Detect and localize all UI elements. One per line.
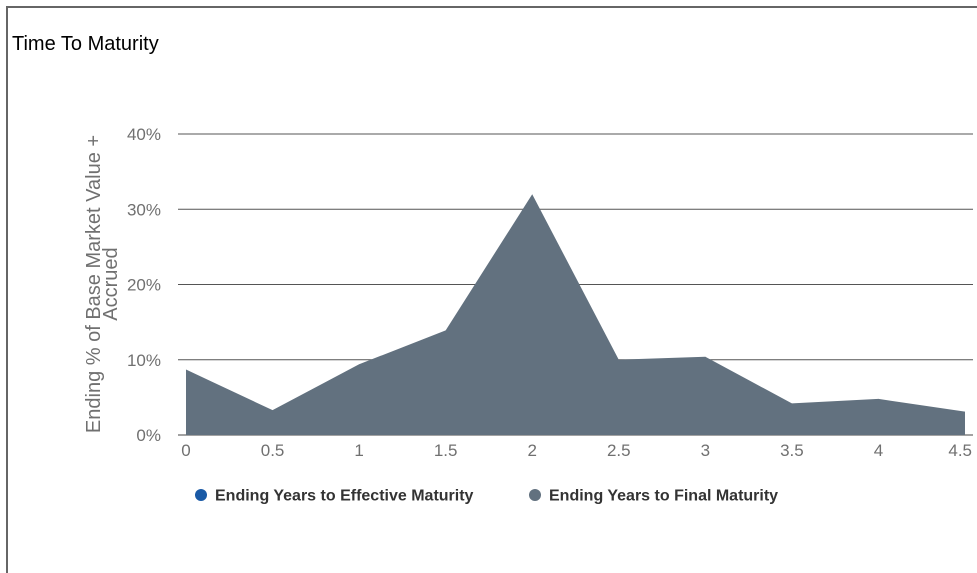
y-tick-labels: 0% 10% 20% 30% 40% [127,125,161,445]
y-tick-label: 40% [127,125,161,144]
y-axis-label-line: Ending % of Base Market Value + [83,135,105,433]
x-tick-label: 2 [527,441,536,460]
x-tick-label: 4.5 [948,441,972,460]
x-tick-label: 1.5 [434,441,458,460]
x-tick-label: 3.5 [780,441,804,460]
area-ending-years-to-final-maturity [186,194,965,435]
x-tick-label: 0.5 [261,441,285,460]
y-axis-label: Ending % of Base Market Value +Accrued [83,135,122,433]
y-axis-label-line: Accrued [100,247,122,320]
y-tick-label: 20% [127,276,161,295]
x-tick-label: 3 [701,441,710,460]
x-tick-label: 1 [354,441,363,460]
legend-label[interactable]: Ending Years to Effective Maturity [215,488,474,505]
legend: Ending Years to Effective Maturity Ending… [195,488,778,505]
x-tick-label: 2.5 [607,441,631,460]
x-tick-labels: 0 0.5 1 1.5 2 2.5 3 3.5 4 4.5 [181,441,972,460]
legend-marker [529,489,541,501]
area-series [185,194,966,435]
chart-title: Time To Maturity [12,33,159,55]
x-tick-label: 0 [181,441,190,460]
legend-marker [195,489,207,501]
x-tick-label: 4 [874,441,883,460]
y-tick-label: 10% [127,351,161,370]
y-tick-label: 30% [127,200,161,219]
y-tick-label: 0% [136,426,161,445]
legend-label[interactable]: Ending Years to Final Maturity [549,488,778,505]
